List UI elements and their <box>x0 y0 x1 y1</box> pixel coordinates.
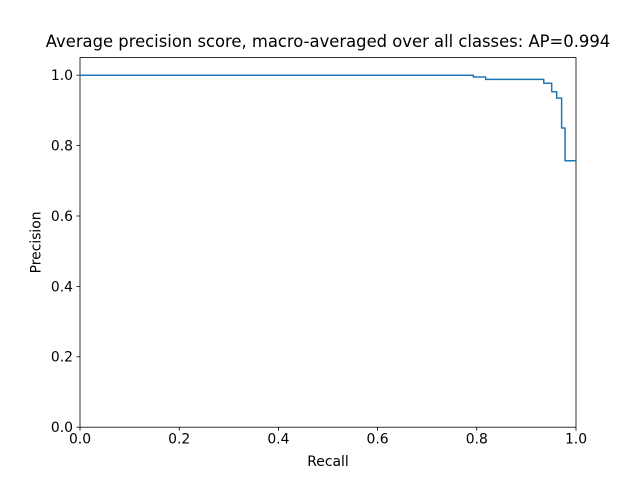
pr-curve-line <box>79 74 577 162</box>
axis-ticks: 0.0 0.2 0.4 0.6 0.8 1.0 0.0 0.2 0.4 0.6 0.8 1.0 <box>51 68 587 448</box>
x-axis-label: Recall <box>307 454 348 470</box>
x-tick-label: 0.2 <box>168 432 190 448</box>
y-tick-label: 0.4 <box>51 279 73 295</box>
plot-area-border <box>79 57 577 428</box>
y-tick-label: 0.8 <box>51 139 73 155</box>
x-tick-label: 0.4 <box>267 432 289 448</box>
x-tick-label: 0.0 <box>69 432 91 448</box>
x-tick-label: 0.6 <box>367 432 389 448</box>
x-tick-label: 0.8 <box>466 432 488 448</box>
y-axis-label: Precision <box>29 211 45 273</box>
y-tick-label: 0.0 <box>51 420 73 436</box>
y-tick-label: 0.6 <box>51 209 73 225</box>
y-tick-label: 1.0 <box>51 68 73 84</box>
y-tick-label: 0.2 <box>51 350 73 366</box>
x-tick-label: 1.0 <box>565 432 587 448</box>
chart-title: Average precision score, macro-averaged … <box>46 32 610 51</box>
